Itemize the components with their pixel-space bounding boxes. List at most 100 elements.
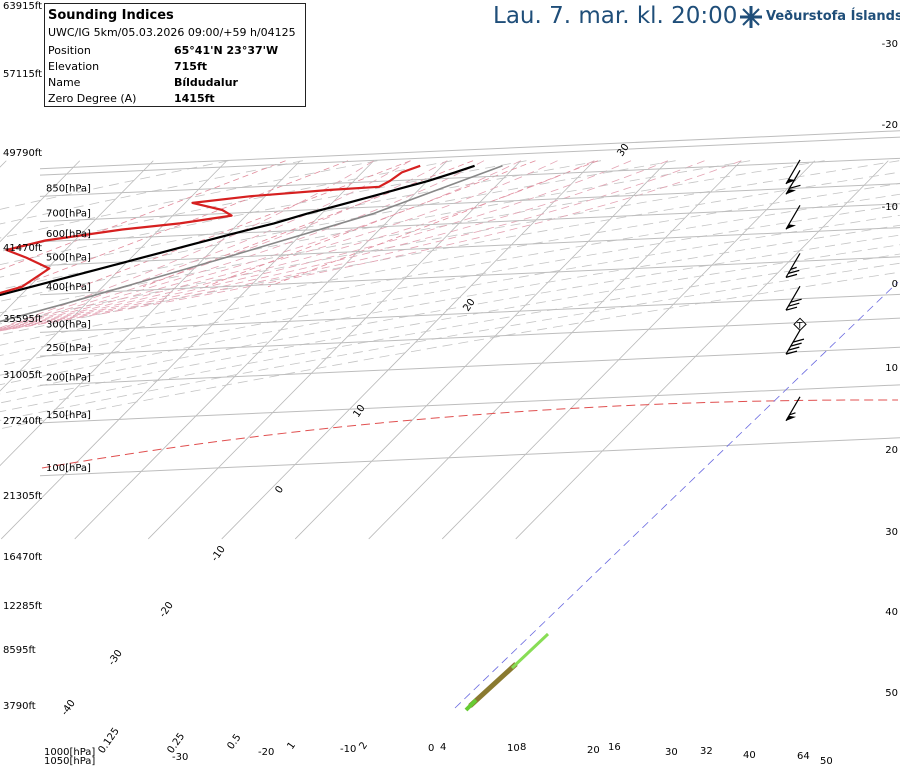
moist-adiabat-line [0, 160, 632, 331]
altitude-label: 63915ft [3, 1, 43, 12]
wind-barb [785, 329, 805, 355]
info-key: Position [48, 44, 91, 57]
isotherm-label: -30 [106, 648, 124, 668]
bottom-axis-label: 0.5 [225, 732, 243, 751]
info-value: 65°41'N 23°37'W [174, 44, 279, 57]
bottom-axis-label: 50 [820, 756, 833, 767]
isotherm-line [221, 160, 595, 540]
barb-feather [790, 298, 802, 303]
pressure-level-line [39, 384, 900, 424]
altitude-label: 8595ft [3, 645, 36, 656]
forecast-time-title: Lau. 7. mar. kl. 20:00 [493, 3, 738, 29]
barb-shaft [785, 285, 801, 311]
pressure-label: 500[hPa] [46, 253, 91, 264]
info-row-position: Position 65°41'N 23°37'W [48, 44, 303, 60]
barb-shaft [785, 159, 801, 185]
right-axis-label: 20 [885, 445, 898, 456]
dry-adiabat-line [0, 193, 900, 356]
isotherm-line [74, 160, 448, 540]
pressure-label: 850[hPa] [46, 183, 91, 194]
parcel-segment [510, 632, 550, 670]
dry-adiabat-line [0, 160, 602, 278]
dry-adiabat-line [0, 253, 900, 413]
reference-blue-line [454, 281, 899, 709]
moist-adiabat-line [0, 160, 558, 331]
barb-shaft [785, 396, 801, 422]
barb-feather [790, 342, 802, 347]
dry-adiabat-line [0, 160, 751, 302]
moist-adiabat-line [0, 160, 668, 331]
isotherm-label: -40 [59, 698, 77, 718]
pressure-level-line [39, 346, 900, 386]
dry-adiabat-line [0, 160, 303, 225]
wind-barbs: T [785, 159, 807, 422]
pressure-label: 150[hPa] [46, 410, 91, 421]
dry-adiabat-line [0, 262, 900, 421]
isotherm-line [147, 160, 522, 540]
met-office-logo: Veðurstofa Íslands [738, 4, 900, 32]
barb-feather [789, 184, 801, 189]
bottom-axis-label: 10 [507, 743, 520, 754]
bottom-axis-label: 32 [700, 746, 713, 757]
isotherm-label: 0 [273, 484, 286, 496]
isotherm-line [0, 160, 7, 168]
bottom-axis-label: 40 [743, 750, 756, 761]
pressure-level-line [39, 130, 900, 170]
altitude-label: 3790ft [3, 701, 36, 712]
barb-feather [788, 269, 800, 274]
barb-flag [786, 415, 796, 421]
dry-adiabat-line [0, 271, 900, 430]
mixing-ratio-line [205, 160, 536, 288]
bottom-axis-label: 0.125 [96, 726, 121, 756]
dry-adiabat-line [0, 160, 825, 314]
barb-feather [788, 346, 800, 351]
altitude-label: 35595ft [3, 314, 43, 325]
moist-adiabat-line [0, 160, 595, 331]
isotherm-line [0, 160, 81, 243]
pressure-label: 600[hPa] [46, 229, 91, 240]
profile-series-line [0, 165, 503, 323]
pressure-level-line [39, 256, 900, 296]
pressure-label: 200[hPa] [46, 372, 91, 383]
isotherm-label: 10 [351, 403, 367, 420]
moist-adiabat-line [0, 160, 448, 330]
bottom-axis-label: 16 [608, 742, 621, 753]
altitude-label: 16470ft [3, 552, 43, 563]
pressure-level-line [39, 183, 900, 223]
pressure-label: 100[hPa] [46, 463, 91, 474]
profile-lines [0, 164, 550, 712]
chart-labels: 100[hPa] 150[hPa] 200[hPa] 250[hPa] 300[hPa]… [44, 39, 898, 767]
dry-adiabat-line [0, 234, 900, 395]
pressure-level-line [39, 203, 900, 243]
barb-feather [785, 350, 798, 355]
wind-barb [785, 159, 801, 185]
isotherm-line [0, 160, 154, 317]
pressure-label: 300[hPa] [46, 319, 91, 330]
wind-barb [785, 253, 801, 278]
pressure-label: 1000[hPa] [44, 747, 95, 758]
info-row-elevation: Elevation 715ft [48, 60, 303, 76]
pressure-level-line [39, 227, 900, 267]
mixing-ratio-line [80, 160, 411, 288]
isotherm-line [368, 160, 742, 540]
isotherm-label: 20 [461, 297, 477, 314]
right-axis-label: 50 [885, 688, 898, 699]
info-key: Elevation [48, 60, 100, 73]
moist-adiabat-line [0, 160, 375, 329]
tropopause-label: T [796, 321, 803, 331]
mixing-ratio-line [17, 160, 349, 288]
right-axis-label: -20 [882, 120, 898, 131]
moist-adiabat-line [0, 160, 485, 330]
parcel-segment [468, 662, 518, 708]
wind-barb [785, 285, 802, 311]
barb-half-feather [789, 412, 796, 416]
background-lines [0, 130, 900, 709]
isotherm-line [0, 160, 228, 392]
altitude-label: 12285ft [3, 601, 43, 612]
bottom-axis-label: 20 [587, 745, 600, 756]
model-run: UWC/IG 5km/05.03.2026 09:00/+59 h/04125 [48, 26, 296, 39]
dry-adiabat-line [0, 160, 900, 325]
altitude-label: 31005ft [3, 370, 43, 381]
pressure-label: 700[hPa] [46, 209, 91, 220]
